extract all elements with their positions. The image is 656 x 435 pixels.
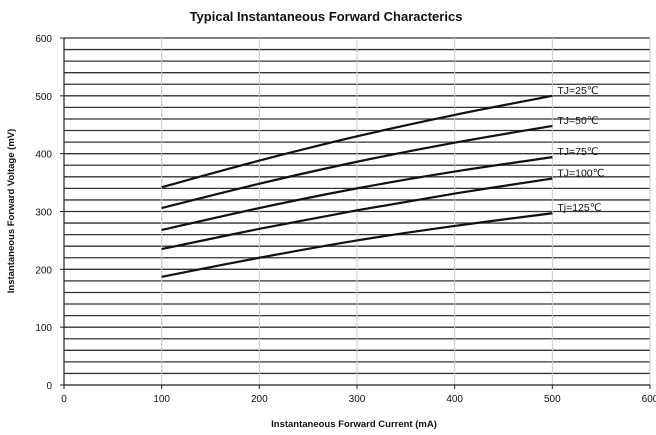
series-label: TJ=25℃: [557, 85, 598, 97]
y-tick-label: 300: [35, 208, 52, 219]
y-tick-label: 400: [35, 150, 52, 161]
x-tick-label: 200: [251, 394, 268, 405]
x-tick-label: 600: [642, 394, 656, 405]
y-tick-labels: 0 100 200 300 400 500 600: [35, 34, 52, 392]
series-label: TJ=100℃: [557, 168, 604, 180]
x-tick-label: 100: [153, 394, 170, 405]
x-tick-label: 400: [446, 394, 463, 405]
y-tick-label: 100: [35, 323, 52, 334]
y-tick-label: 200: [35, 265, 52, 276]
x-axis-label: Instantaneous Forward Current (mA): [271, 419, 437, 430]
x-tick-labels: 0 100 200 300 400 500 600: [61, 394, 656, 405]
x-tick-label: 0: [61, 394, 67, 405]
y-tick-label: 600: [35, 34, 52, 45]
series-label: TJ=75℃: [557, 146, 598, 158]
x-tick-label: 300: [349, 394, 366, 405]
y-tick-label: 500: [35, 92, 52, 103]
y-axis-label: Instantaneous Forward Voltage (mV): [6, 129, 17, 294]
series-label: Tj=125℃: [557, 202, 601, 214]
chart-title: Typical Instantaneous Forward Characteri…: [190, 9, 463, 24]
x-tick-label: 500: [544, 394, 561, 405]
series-labels: TJ=25℃ TJ=50℃ TJ=75℃ TJ=100℃ Tj=125℃: [557, 85, 604, 214]
series-label: TJ=50℃: [557, 115, 598, 127]
y-tick-label: 0: [46, 381, 52, 392]
